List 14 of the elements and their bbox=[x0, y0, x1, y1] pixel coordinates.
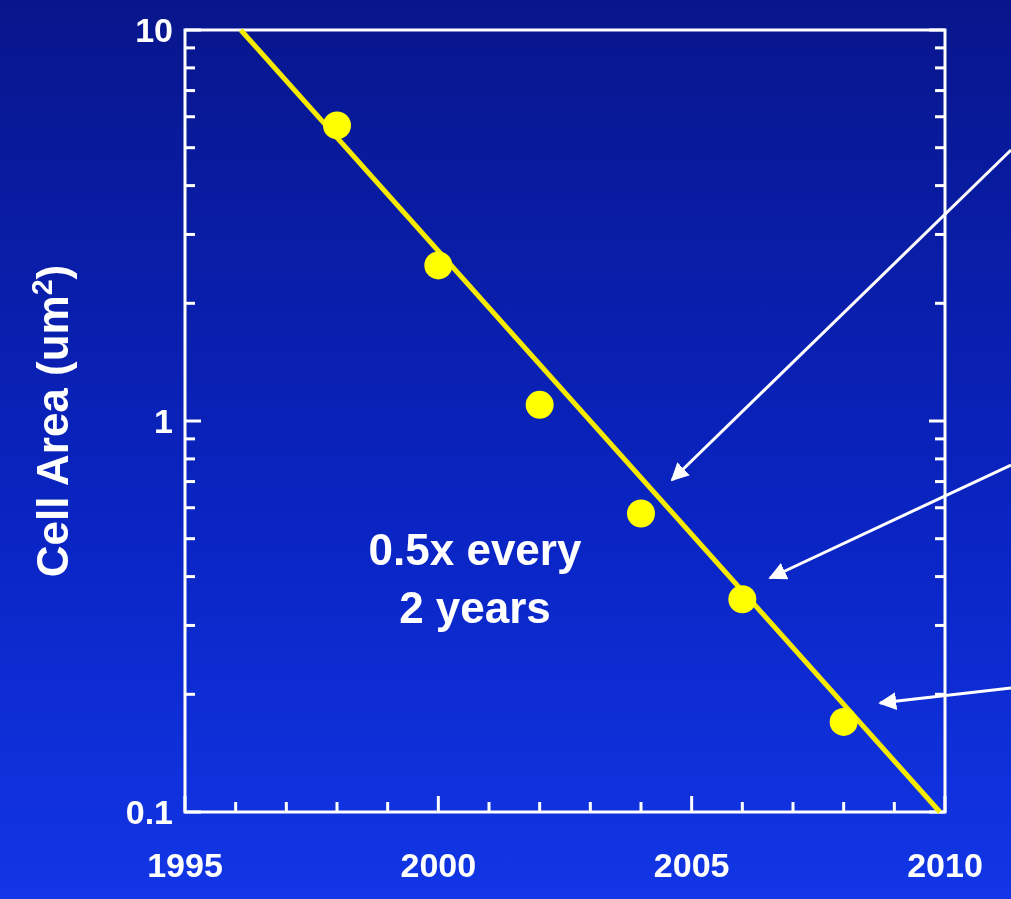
x-tick-label: 2000 bbox=[400, 846, 477, 884]
point bbox=[525, 390, 554, 419]
point bbox=[829, 707, 858, 736]
y-tick-label: 0.1 bbox=[125, 792, 173, 831]
point bbox=[728, 585, 757, 614]
y-tick-label: 1 bbox=[154, 401, 173, 440]
point bbox=[627, 499, 655, 528]
x-tick-label: 1995 bbox=[147, 846, 223, 884]
point bbox=[323, 111, 351, 140]
y-tick-label: 10 bbox=[135, 10, 173, 49]
x-tick-label: 2005 bbox=[653, 846, 730, 884]
annotation: 0.5x every 2 years bbox=[368, 525, 582, 632]
point bbox=[424, 251, 453, 280]
x-tick-label: 2010 bbox=[907, 846, 983, 884]
